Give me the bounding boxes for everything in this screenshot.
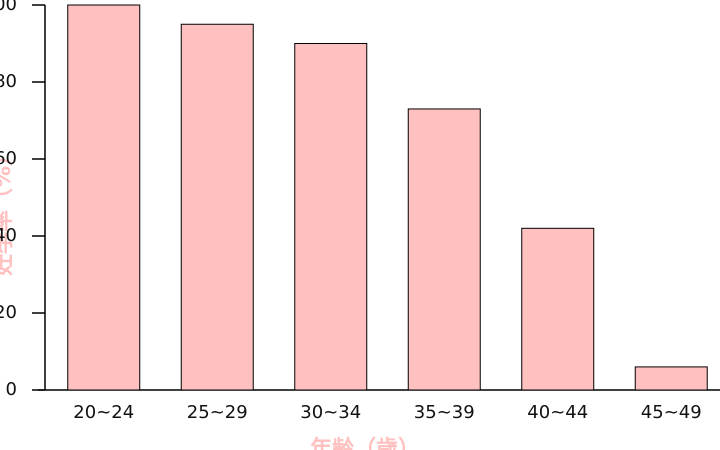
bar [294, 43, 368, 391]
y-axis-title: 妊孕率（%） [0, 144, 16, 276]
x-axis-title: 年齢（歳） [310, 436, 420, 450]
bar [180, 23, 254, 391]
y-tick-label: 20 [0, 302, 17, 323]
x-tick-label: 45~49 [641, 402, 702, 423]
y-tick-label: 0 [6, 379, 17, 400]
y-tick-label: 80 [0, 71, 17, 92]
y-tick-label: 100 [0, 0, 17, 15]
bar [634, 366, 708, 391]
bar [521, 227, 595, 391]
x-tick-label: 20~24 [73, 402, 134, 423]
x-tick-label: 40~44 [527, 402, 588, 423]
bar [407, 108, 481, 391]
x-tick-label: 25~29 [187, 402, 248, 423]
x-tick-label: 35~39 [414, 402, 475, 423]
x-tick-label: 30~34 [300, 402, 361, 423]
bar [67, 4, 141, 391]
y-tick-label: 60 [0, 148, 17, 169]
y-tick-label: 40 [0, 225, 17, 246]
